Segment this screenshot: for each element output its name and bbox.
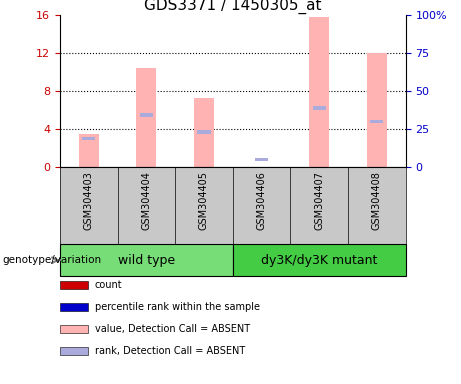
Bar	[79, 134, 99, 167]
Bar	[136, 68, 156, 167]
Text: GSM304408: GSM304408	[372, 171, 382, 230]
Text: GSM304406: GSM304406	[257, 171, 266, 230]
Bar	[233, 244, 406, 276]
Bar	[60, 303, 88, 311]
Text: GSM304404: GSM304404	[142, 171, 151, 230]
Bar	[60, 325, 88, 333]
Text: value, Detection Call = ABSENT: value, Detection Call = ABSENT	[95, 324, 249, 334]
Text: GSM304407: GSM304407	[314, 171, 324, 230]
Text: genotype/variation: genotype/variation	[2, 255, 101, 265]
Bar	[140, 113, 153, 117]
Bar	[60, 281, 88, 289]
Title: GDS3371 / 1450305_at: GDS3371 / 1450305_at	[144, 0, 322, 14]
Text: count: count	[95, 280, 122, 290]
Text: GSM304405: GSM304405	[199, 171, 209, 230]
Bar	[60, 347, 88, 355]
Bar	[82, 137, 95, 141]
Bar	[309, 17, 329, 167]
Text: wild type: wild type	[118, 254, 175, 266]
Text: percentile rank within the sample: percentile rank within the sample	[95, 302, 260, 312]
Bar	[255, 157, 268, 161]
Text: dy3K/dy3K mutant: dy3K/dy3K mutant	[261, 254, 378, 266]
Bar	[370, 120, 384, 123]
Bar	[367, 53, 387, 167]
Text: GSM304403: GSM304403	[84, 171, 94, 230]
Bar	[60, 244, 233, 276]
Text: rank, Detection Call = ABSENT: rank, Detection Call = ABSENT	[95, 346, 245, 356]
Bar	[197, 130, 211, 134]
Bar	[313, 106, 326, 110]
Bar	[194, 98, 214, 167]
